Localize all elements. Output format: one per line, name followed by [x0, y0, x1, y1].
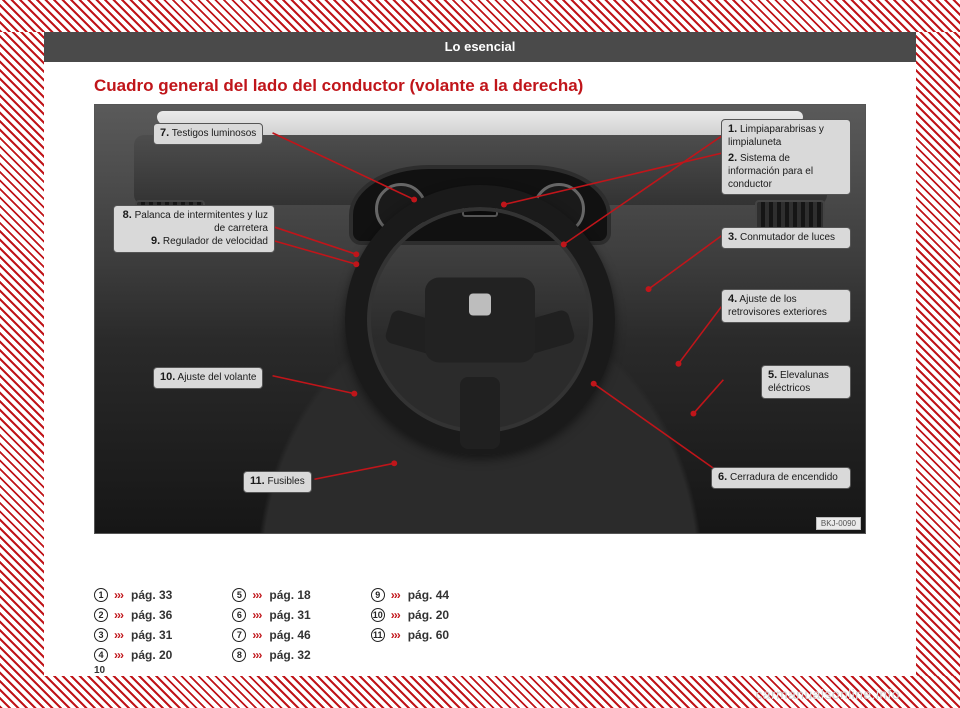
- chevron-icon: ›››: [252, 608, 261, 622]
- page-references: 1 ››› pág. 33 2 ››› pág. 36 3 ››› pág. 31 4 ››› pág…: [94, 588, 866, 662]
- hatch-frame-right: [916, 0, 960, 708]
- page: Lo esencial Cuadro general del lado del …: [44, 32, 916, 676]
- callout-3-num: 3.: [728, 231, 737, 243]
- callout-8-text: Palanca de intermitentes y luz de carret…: [135, 210, 268, 234]
- callout-6: 6. Cerradura de encendido: [711, 467, 851, 489]
- callout-5-num: 5.: [768, 369, 777, 381]
- wheel-hub: [425, 278, 535, 363]
- ref-item: 5 ››› pág. 18: [232, 588, 310, 602]
- callout-1-text: Limpiaparabrisas y limpialuneta: [728, 124, 824, 148]
- callout-6-text: Cerradura de encendido: [730, 472, 838, 483]
- ref-number-circle: 8: [232, 648, 246, 662]
- figure-container: 7. Testigos luminosos 8. Palanca de inte…: [94, 104, 866, 534]
- ref-item: 6 ››› pág. 31: [232, 608, 310, 622]
- chevron-icon: ›››: [114, 628, 123, 642]
- callout-3-text: Conmutador de luces: [740, 232, 835, 243]
- hatch-frame-left: [0, 0, 44, 708]
- ref-page-text: pág. 36: [131, 608, 172, 622]
- wheel-spoke-bottom: [460, 377, 500, 449]
- ref-number-circle: 4: [94, 648, 108, 662]
- ref-item: 2 ››› pág. 36: [94, 608, 172, 622]
- callout-1-num: 1.: [728, 123, 737, 135]
- ref-page-text: pág. 31: [131, 628, 172, 642]
- ref-page-text: pág. 31: [269, 608, 310, 622]
- ref-col-1: 1 ››› pág. 33 2 ››› pág. 36 3 ››› pág. 31 4 ››› pág…: [94, 588, 172, 662]
- callout-4-num: 4.: [728, 293, 737, 305]
- ref-number-circle: 2: [94, 608, 108, 622]
- watermark: carmanualsonline.info: [755, 686, 900, 702]
- ref-number-circle: 1: [94, 588, 108, 602]
- callout-6-num: 6.: [718, 471, 727, 483]
- callout-4-text: Ajuste de los retrovisores exteriores: [728, 294, 827, 318]
- hatch-frame-top: [0, 0, 960, 32]
- chevron-icon: ›››: [252, 588, 261, 602]
- callout-7-num: 7.: [160, 127, 169, 139]
- callout-4: 4. Ajuste de los retrovisores exteriores: [721, 289, 851, 323]
- chevron-icon: ›››: [252, 648, 261, 662]
- ref-number-circle: 11: [371, 628, 385, 642]
- callout-11: 11. Fusibles: [243, 471, 312, 493]
- ref-number-circle: 6: [232, 608, 246, 622]
- ref-item: 8 ››› pág. 32: [232, 648, 310, 662]
- ref-number-circle: 5: [232, 588, 246, 602]
- ref-col-3: 9 ››› pág. 44 10 ››› pág. 20 11 ››› pág. 60: [371, 588, 449, 662]
- callout-3: 3. Conmutador de luces: [721, 227, 851, 249]
- chevron-icon: ›››: [114, 608, 123, 622]
- seat-logo-icon: [469, 294, 491, 316]
- chevron-icon: ›››: [114, 648, 123, 662]
- figure-id: BKJ-0090: [816, 517, 861, 530]
- ref-page-text: pág. 32: [269, 648, 310, 662]
- ref-item: 4 ››› pág. 20: [94, 648, 172, 662]
- callout-10-num: 10.: [160, 371, 175, 383]
- ref-item: 3 ››› pág. 31: [94, 628, 172, 642]
- callout-2-text: Sistema de información para el conductor: [728, 153, 813, 189]
- callout-9-num: 9.: [151, 235, 160, 247]
- ref-number-circle: 10: [371, 608, 385, 622]
- ref-page-text: pág. 44: [408, 588, 449, 602]
- steering-wheel: [345, 185, 615, 455]
- page-number: 10: [94, 665, 105, 676]
- callout-5: 5. Elevalunas eléctricos: [761, 365, 851, 399]
- callout-11-text: Fusibles: [267, 476, 304, 487]
- callout-10-text: Ajuste del volante: [178, 372, 257, 383]
- callout-11-num: 11.: [250, 475, 265, 487]
- callout-8-num: 8.: [123, 209, 132, 221]
- callout-7: 7. Testigos luminosos: [153, 123, 263, 145]
- callout-10: 10. Ajuste del volante: [153, 367, 263, 389]
- ref-item: 1 ››› pág. 33: [94, 588, 172, 602]
- ref-item: 10 ››› pág. 20: [371, 608, 449, 622]
- ref-page-text: pág. 20: [408, 608, 449, 622]
- ref-item: 9 ››› pág. 44: [371, 588, 449, 602]
- ref-number-circle: 9: [371, 588, 385, 602]
- ref-page-text: pág. 46: [269, 628, 310, 642]
- callout-8-9: 8. Palanca de intermitentes y luz de car…: [113, 205, 275, 253]
- callout-5-text: Elevalunas eléctricos: [768, 370, 829, 394]
- page-title: Cuadro general del lado del conductor (v…: [94, 76, 916, 96]
- ref-page-text: pág. 33: [131, 588, 172, 602]
- chevron-icon: ›››: [391, 588, 400, 602]
- callout-2-num: 2.: [728, 152, 737, 164]
- ref-number-circle: 7: [232, 628, 246, 642]
- ref-col-2: 5 ››› pág. 18 6 ››› pág. 31 7 ››› pág. 46 8 ››› pág…: [232, 588, 310, 662]
- callout-7-text: Testigos luminosos: [172, 128, 256, 139]
- callout-9-text: Regulador de velocidad: [163, 236, 268, 247]
- chevron-icon: ›››: [252, 628, 261, 642]
- ref-number-circle: 3: [94, 628, 108, 642]
- chevron-icon: ›››: [114, 588, 123, 602]
- callout-1-2: 1. Limpiaparabrisas y limpialuneta 2. Si…: [721, 119, 851, 195]
- chevron-icon: ›››: [391, 608, 400, 622]
- chevron-icon: ›››: [391, 628, 400, 642]
- ref-item: 7 ››› pág. 46: [232, 628, 310, 642]
- ref-page-text: pág. 60: [408, 628, 449, 642]
- ref-item: 11 ››› pág. 60: [371, 628, 449, 642]
- ref-page-text: pág. 20: [131, 648, 172, 662]
- ref-page-text: pág. 18: [269, 588, 310, 602]
- section-header: Lo esencial: [44, 32, 916, 62]
